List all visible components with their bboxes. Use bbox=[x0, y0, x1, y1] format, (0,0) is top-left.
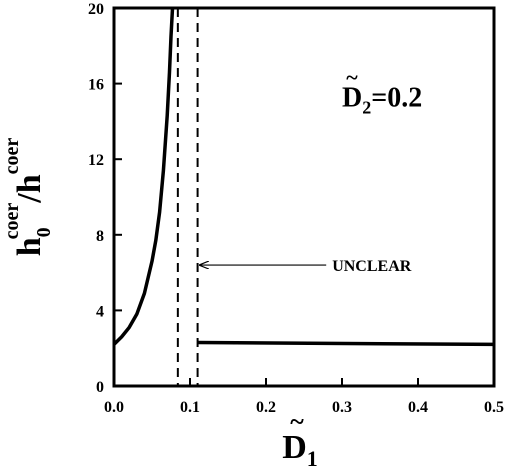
y-tick-label: 4 bbox=[96, 303, 104, 320]
dashed-lines bbox=[176, 8, 199, 386]
tilde-accent: ~ bbox=[346, 64, 358, 89]
annotations: D2=0.2~ UNCLEAR bbox=[200, 64, 422, 275]
x-tick-label: 0.2 bbox=[256, 399, 276, 416]
annotation-text: UNCLEAR bbox=[332, 258, 412, 275]
series-line bbox=[112, 7, 175, 346]
y-axis-title: h0coer/hcoer bbox=[1, 138, 55, 257]
param-label: D2=0.2 bbox=[342, 82, 422, 117]
y-tick-label: 8 bbox=[96, 228, 104, 245]
y-tick-label: 0 bbox=[96, 379, 104, 396]
y-axis-label: h0coer/hcoer bbox=[1, 138, 55, 257]
y-tick-label: 16 bbox=[88, 77, 104, 94]
x-tick-label: 0.4 bbox=[408, 399, 428, 416]
y-tick-label: 12 bbox=[88, 152, 104, 169]
x-tick-label: 0.3 bbox=[332, 399, 352, 416]
series-line bbox=[197, 340, 495, 347]
y-tick-label: 20 bbox=[88, 1, 104, 18]
x-axis-label: D1 bbox=[282, 429, 318, 471]
series-group bbox=[112, 7, 495, 347]
x-axis-tilde: ~ bbox=[290, 407, 304, 436]
x-axis-title: D1~ bbox=[282, 407, 318, 471]
x-tick-label: 0.5 bbox=[484, 399, 504, 416]
axis-ticks: 0.0 0.1 0.2 0.3 0.4 0.5 0 4 8 12 16 20 bbox=[88, 1, 504, 416]
x-tick-label: 0.0 bbox=[104, 399, 124, 416]
plot-frame bbox=[112, 6, 496, 388]
x-tick-label: 0.1 bbox=[180, 399, 200, 416]
